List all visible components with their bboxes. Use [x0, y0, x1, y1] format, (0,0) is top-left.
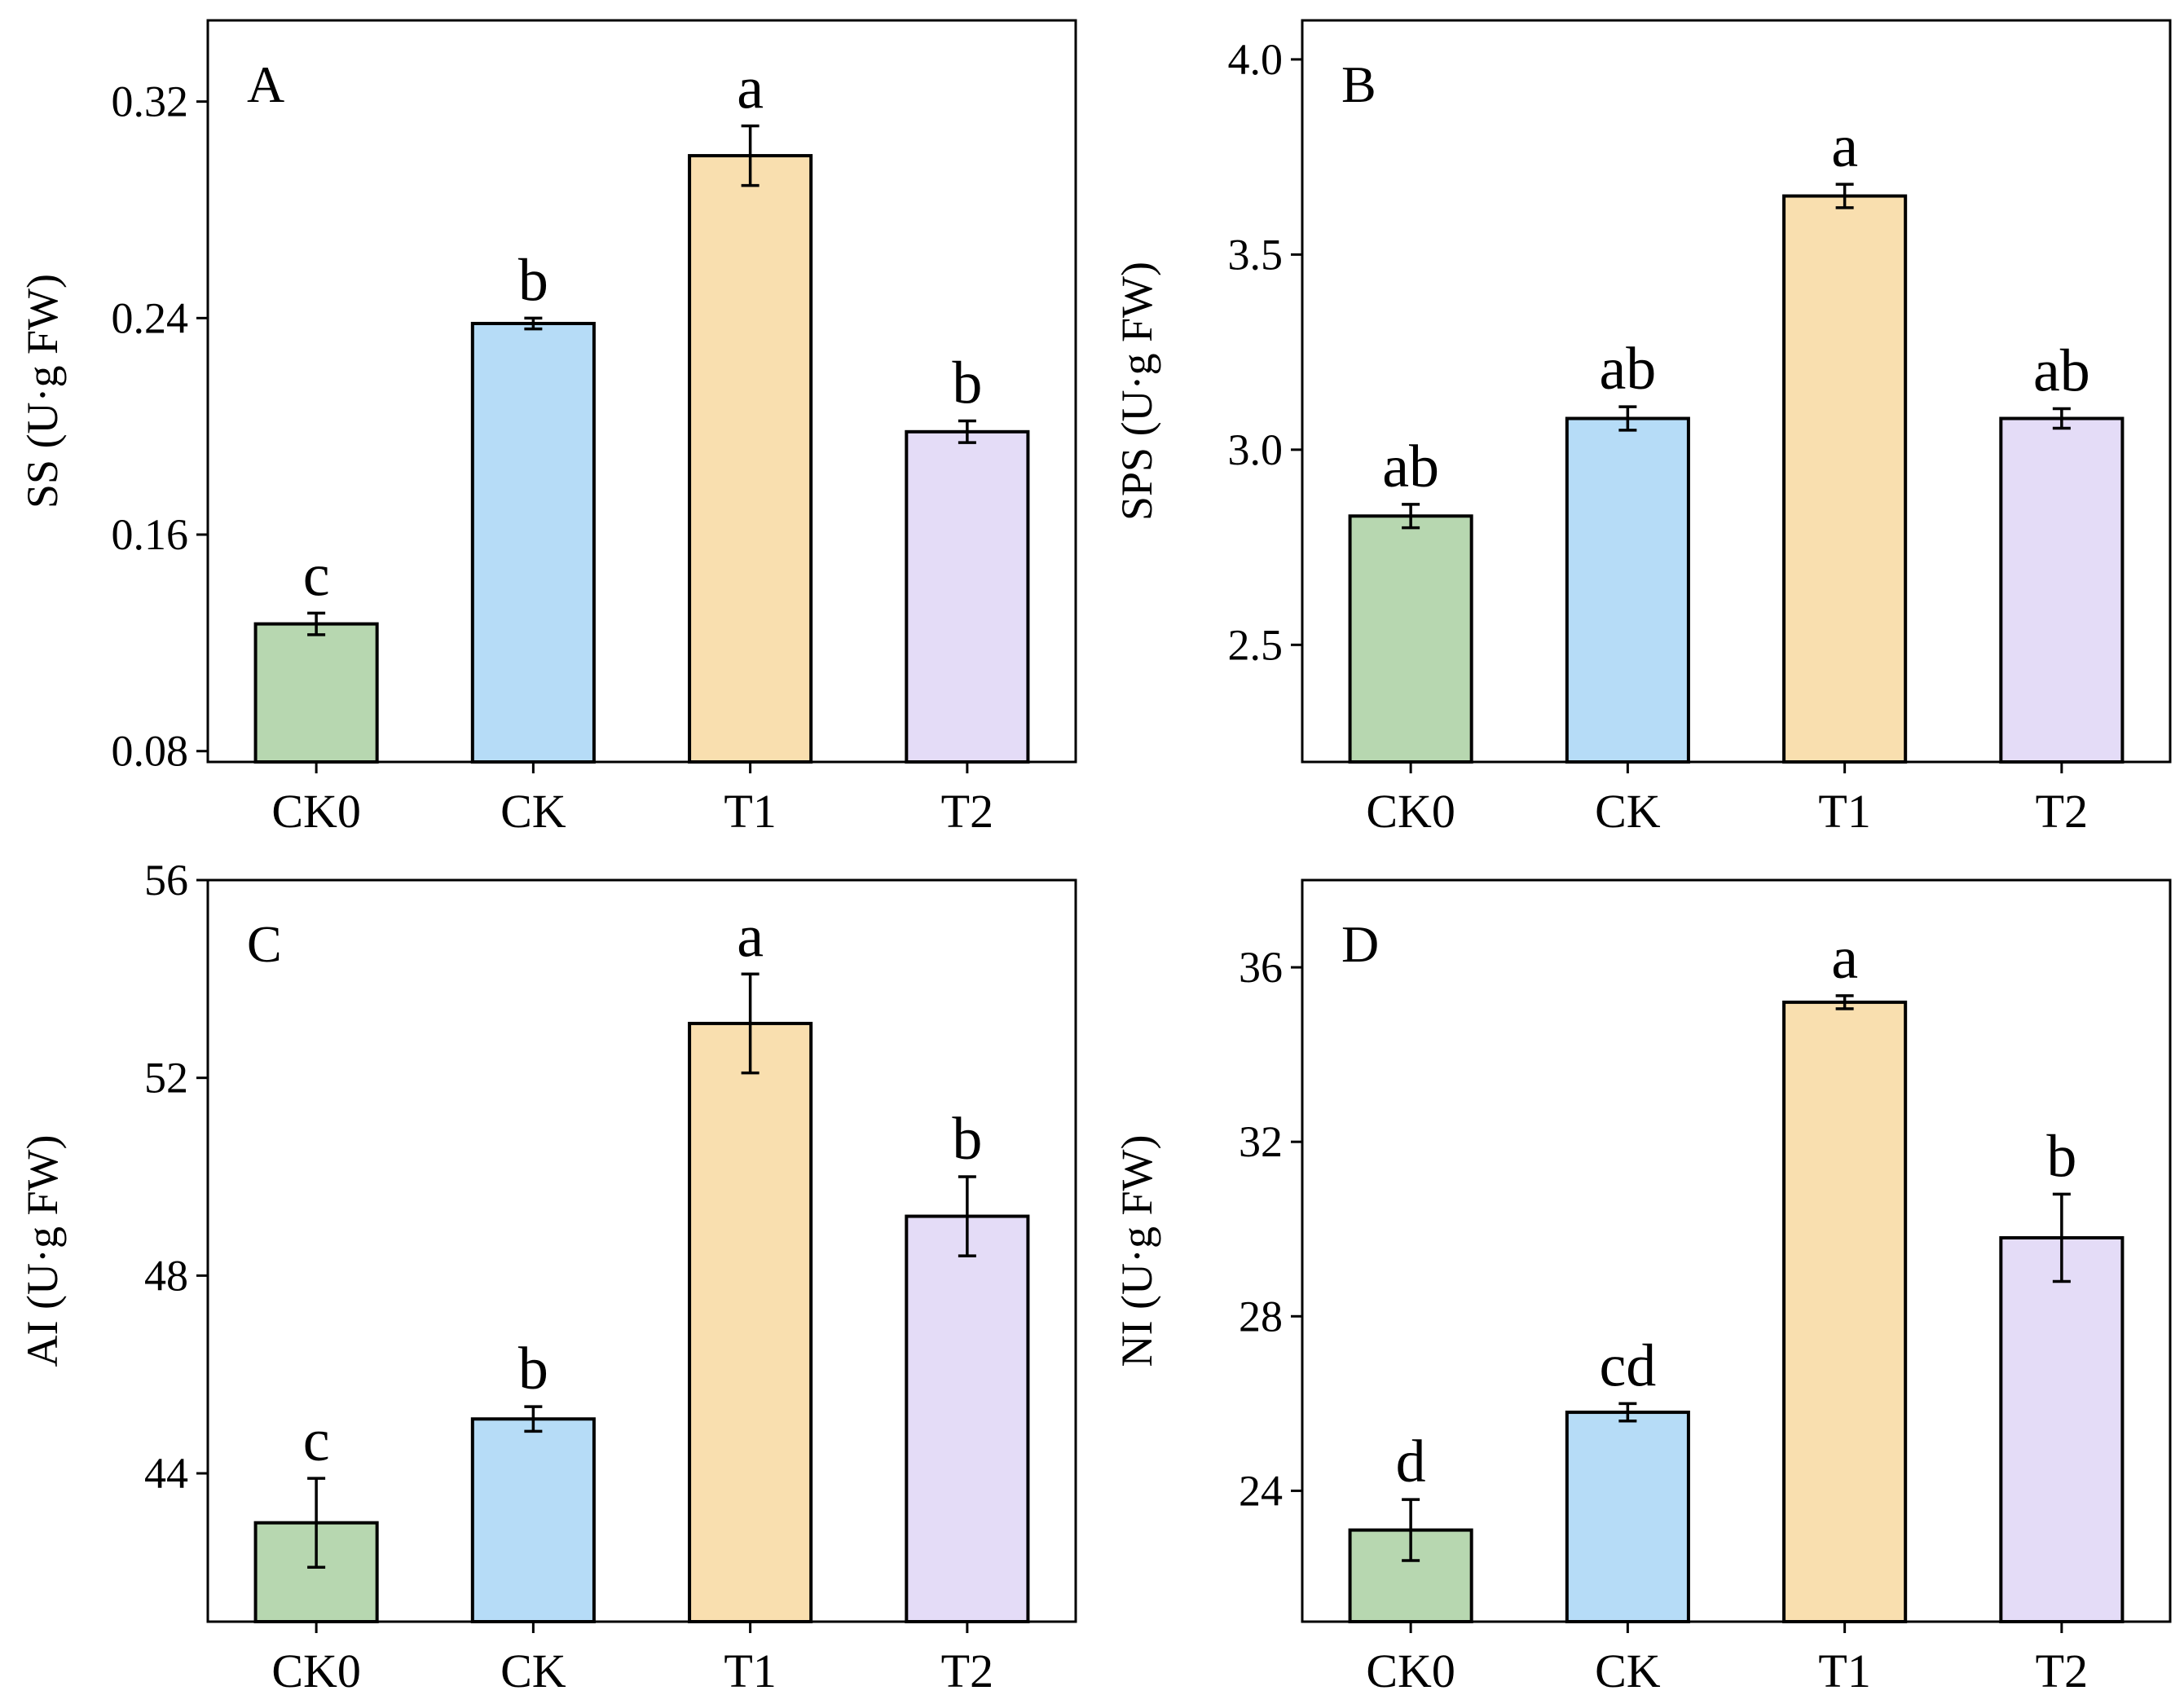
panel-label: B	[1341, 55, 1376, 113]
y-axis-label: SPS (U·g FW)	[1112, 262, 1161, 521]
y-tick-label: 24	[1239, 1466, 1283, 1515]
x-tick-label: CK0	[1366, 785, 1455, 838]
error-bar	[958, 1175, 976, 1257]
bar-ck	[470, 1417, 596, 1624]
y-axis-label: NI (U·g FW)	[1112, 1135, 1161, 1367]
x-tick-label: CK	[1595, 1644, 1661, 1695]
y-tick-label: 0.08	[112, 727, 189, 776]
panel-c: c CK0 b CK a T1 b T2 44 48 52 56 AI (U·g FW) C	[18, 856, 1077, 1695]
y-tick-label: 44	[144, 1449, 188, 1498]
error-bar	[307, 611, 326, 636]
error-bar	[741, 972, 760, 1075]
significance-label: b	[518, 1336, 548, 1402]
x-tick-label: T1	[1818, 1644, 1870, 1695]
significance-label: a	[1831, 925, 1858, 992]
x-tick-label: CK0	[271, 785, 361, 838]
x-tick-label: CK	[500, 1644, 566, 1695]
panel-label: A	[247, 55, 284, 113]
error-bar	[958, 419, 976, 444]
significance-label: c	[303, 542, 330, 609]
y-tick-label: 32	[1239, 1117, 1283, 1166]
y-axis-label: SS (U·g FW)	[18, 274, 67, 508]
plot-frame	[206, 878, 1077, 1623]
y-tick-label: 0.32	[112, 77, 189, 126]
bar-t2	[1999, 1235, 2125, 1623]
significance-label: b	[952, 350, 982, 417]
x-tick-label: CK0	[271, 1644, 361, 1695]
bar-t1	[1782, 194, 1908, 764]
significance-label: b	[518, 247, 548, 314]
y-tick-label: 0.16	[112, 510, 189, 559]
y-tick-label: 4.0	[1228, 35, 1284, 84]
y-tick-label: 3.5	[1228, 230, 1284, 279]
bar-t1	[1782, 1000, 1908, 1623]
significance-label: cd	[1599, 1332, 1656, 1399]
x-tick-label: CK	[500, 785, 566, 838]
panel-label: D	[1341, 915, 1379, 973]
panel-b: ab CK0 ab CK a T1 ab T2 2.5 3.0 3.5 4.0 SPS (U·g FW)…	[1112, 19, 2172, 838]
x-tick-label: CK0	[1366, 1644, 1455, 1695]
y-tick-label: 2.5	[1228, 620, 1284, 669]
significance-label: ab	[1382, 434, 1439, 500]
panel-a: c CK0 b CK a T1 b T2 0.08 0.16 0.24 0.32 SS (U·g FW)…	[18, 19, 1077, 838]
significance-label: a	[1831, 113, 1858, 180]
error-bar	[1835, 994, 1854, 1010]
plot-frame	[1301, 878, 2172, 1623]
bar-ck0	[1348, 514, 1473, 764]
bar-ck	[1565, 1411, 1690, 1623]
x-tick-label: T2	[2036, 1644, 2088, 1695]
significance-label: d	[1396, 1429, 1426, 1495]
panel-d: d CK0 cd CK a T1 b T2 24 28 32 36 NI (U·g FW) D	[1112, 878, 2172, 1695]
y-tick-label: 3.0	[1228, 425, 1284, 474]
significance-label: ab	[1599, 336, 1656, 403]
bar-t1	[688, 154, 813, 764]
significance-label: ab	[2033, 338, 2090, 405]
y-tick-label: 28	[1239, 1292, 1283, 1341]
panel-label: C	[247, 915, 282, 973]
significance-label: a	[737, 55, 764, 122]
error-bar	[524, 316, 543, 331]
bar-t1	[688, 1021, 813, 1623]
x-tick-label: T2	[941, 785, 993, 838]
y-tick-label: 48	[144, 1251, 188, 1300]
x-tick-label: CK	[1595, 785, 1661, 838]
error-bar	[2052, 1192, 2071, 1283]
x-tick-label: T1	[724, 785, 776, 838]
bar-t2	[905, 1214, 1030, 1623]
y-tick-label: 52	[144, 1054, 188, 1103]
y-tick-label: 56	[144, 856, 188, 905]
x-tick-label: T1	[1818, 785, 1870, 838]
x-tick-label: T1	[724, 1644, 776, 1695]
plot-frame	[206, 19, 1077, 764]
error-bar	[1835, 183, 1854, 209]
error-bar	[307, 1477, 326, 1570]
significance-label: b	[952, 1106, 982, 1173]
x-tick-label: T2	[2036, 785, 2088, 838]
bar-ck0	[253, 622, 379, 764]
error-bar	[741, 124, 760, 187]
error-bar	[524, 1405, 543, 1433]
y-axis-label: AI (U·g FW)	[18, 1135, 67, 1367]
bar-t2	[1999, 416, 2125, 764]
error-bar	[2052, 407, 2071, 430]
significance-label: c	[303, 1407, 330, 1474]
bar-ck	[470, 321, 596, 764]
error-bar	[1618, 405, 1637, 432]
bar-t2	[905, 429, 1030, 764]
significance-label: a	[737, 903, 764, 970]
error-bar	[1618, 1402, 1637, 1423]
y-tick-label: 36	[1239, 943, 1283, 992]
error-bar	[1402, 503, 1420, 530]
significance-label: b	[2046, 1123, 2076, 1190]
y-tick-label: 0.24	[112, 293, 189, 342]
bar-ck	[1565, 416, 1690, 764]
plot-frame	[1301, 19, 2172, 764]
x-tick-label: T2	[941, 1644, 993, 1695]
error-bar	[1402, 1498, 1420, 1562]
